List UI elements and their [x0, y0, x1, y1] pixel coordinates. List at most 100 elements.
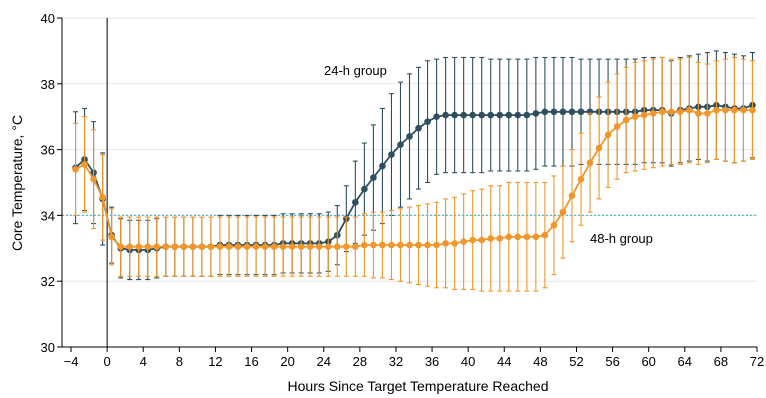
x-tick-label: 20	[280, 354, 294, 369]
data-point	[541, 231, 549, 239]
data-point	[469, 111, 476, 119]
data-point	[532, 233, 540, 241]
x-tick-label: 40	[461, 354, 475, 369]
data-point	[631, 113, 639, 120]
data-point	[333, 243, 341, 250]
data-point	[442, 240, 449, 247]
data-point	[640, 111, 648, 119]
data-point	[288, 243, 296, 250]
data-point	[352, 243, 359, 250]
data-point	[577, 175, 585, 183]
data-point	[514, 233, 522, 241]
data-point	[667, 108, 675, 116]
data-point	[144, 243, 152, 250]
x-tick-label: 64	[678, 354, 692, 369]
data-point	[225, 243, 233, 250]
data-point	[153, 243, 161, 250]
data-point	[559, 208, 567, 216]
data-point	[433, 113, 440, 120]
data-point	[306, 243, 314, 250]
data-point	[676, 108, 684, 116]
data-point	[586, 159, 594, 167]
data-point	[397, 241, 404, 249]
data-point	[469, 236, 476, 244]
data-point	[487, 235, 495, 242]
data-point	[568, 192, 576, 199]
y-tick-labels: 30 32 34 36 38 40	[41, 11, 62, 355]
data-point	[135, 243, 143, 250]
data-point	[72, 166, 79, 173]
data-point	[496, 111, 504, 119]
data-point	[180, 243, 188, 250]
data-point	[496, 235, 504, 242]
data-point	[487, 111, 495, 119]
data-point	[686, 106, 693, 114]
axes	[61, 18, 757, 348]
data-point	[604, 131, 612, 139]
x-tick-label: 56	[605, 354, 619, 369]
data-point	[234, 243, 242, 250]
data-point	[261, 243, 269, 250]
x-tick-label: 52	[569, 354, 583, 369]
data-point	[379, 241, 386, 249]
x-tick-label: 8	[176, 354, 183, 369]
x-tick-label: 72	[750, 354, 764, 369]
data-point	[649, 110, 657, 117]
data-point	[415, 124, 422, 132]
x-tick-label: 12	[208, 354, 222, 369]
y-tick-label: 38	[41, 77, 55, 92]
data-point	[361, 241, 368, 249]
data-point	[361, 185, 368, 193]
data-point	[207, 243, 215, 250]
data-point	[451, 240, 458, 247]
data-point	[189, 243, 197, 250]
data-point	[505, 233, 513, 241]
data-point	[252, 243, 260, 250]
y-tick-label: 34	[41, 208, 55, 223]
data-point	[523, 111, 531, 119]
data-point	[577, 108, 585, 116]
data-point	[370, 241, 377, 249]
data-point	[433, 241, 440, 249]
x-tick-label: 32	[389, 354, 403, 369]
x-tick-label: 28	[353, 354, 367, 369]
data-point	[297, 243, 305, 250]
data-point	[460, 238, 467, 246]
data-point	[352, 198, 359, 206]
y-tick-label: 30	[41, 340, 55, 355]
data-point	[514, 111, 522, 119]
x-tick-label: 4	[140, 354, 147, 369]
data-point	[550, 221, 558, 229]
data-point	[243, 243, 251, 250]
data-point	[595, 144, 603, 152]
data-point	[613, 123, 621, 130]
y-tick-label: 36	[41, 143, 55, 158]
x-tick-label: 0	[104, 354, 111, 369]
data-point	[704, 110, 711, 117]
x-tick-label: 24	[317, 354, 331, 369]
data-point	[478, 111, 486, 119]
data-point	[722, 106, 729, 114]
data-point	[108, 233, 115, 241]
data-point	[90, 175, 97, 183]
y-tick-label: 40	[41, 11, 55, 26]
data-point	[550, 108, 558, 116]
annotation-48h-group: 48-h group	[590, 231, 653, 246]
data-point	[713, 106, 720, 114]
data-point	[442, 111, 449, 119]
y-axis-title: Core Temperature, °C	[9, 115, 25, 251]
data-point	[397, 141, 404, 148]
y-tick-label: 32	[41, 274, 55, 289]
x-axis-title: Hours Since Target Temperature Reached	[288, 378, 549, 394]
data-point	[126, 243, 133, 250]
data-point	[343, 243, 350, 250]
data-point	[162, 243, 170, 250]
series-48-h-group	[72, 56, 756, 292]
x-tick-label: 68	[714, 354, 728, 369]
data-point	[541, 108, 549, 116]
x-tick-label: 60	[641, 354, 655, 369]
data-point	[731, 106, 738, 114]
x-tick-label: 44	[497, 354, 511, 369]
data-point	[523, 233, 531, 241]
